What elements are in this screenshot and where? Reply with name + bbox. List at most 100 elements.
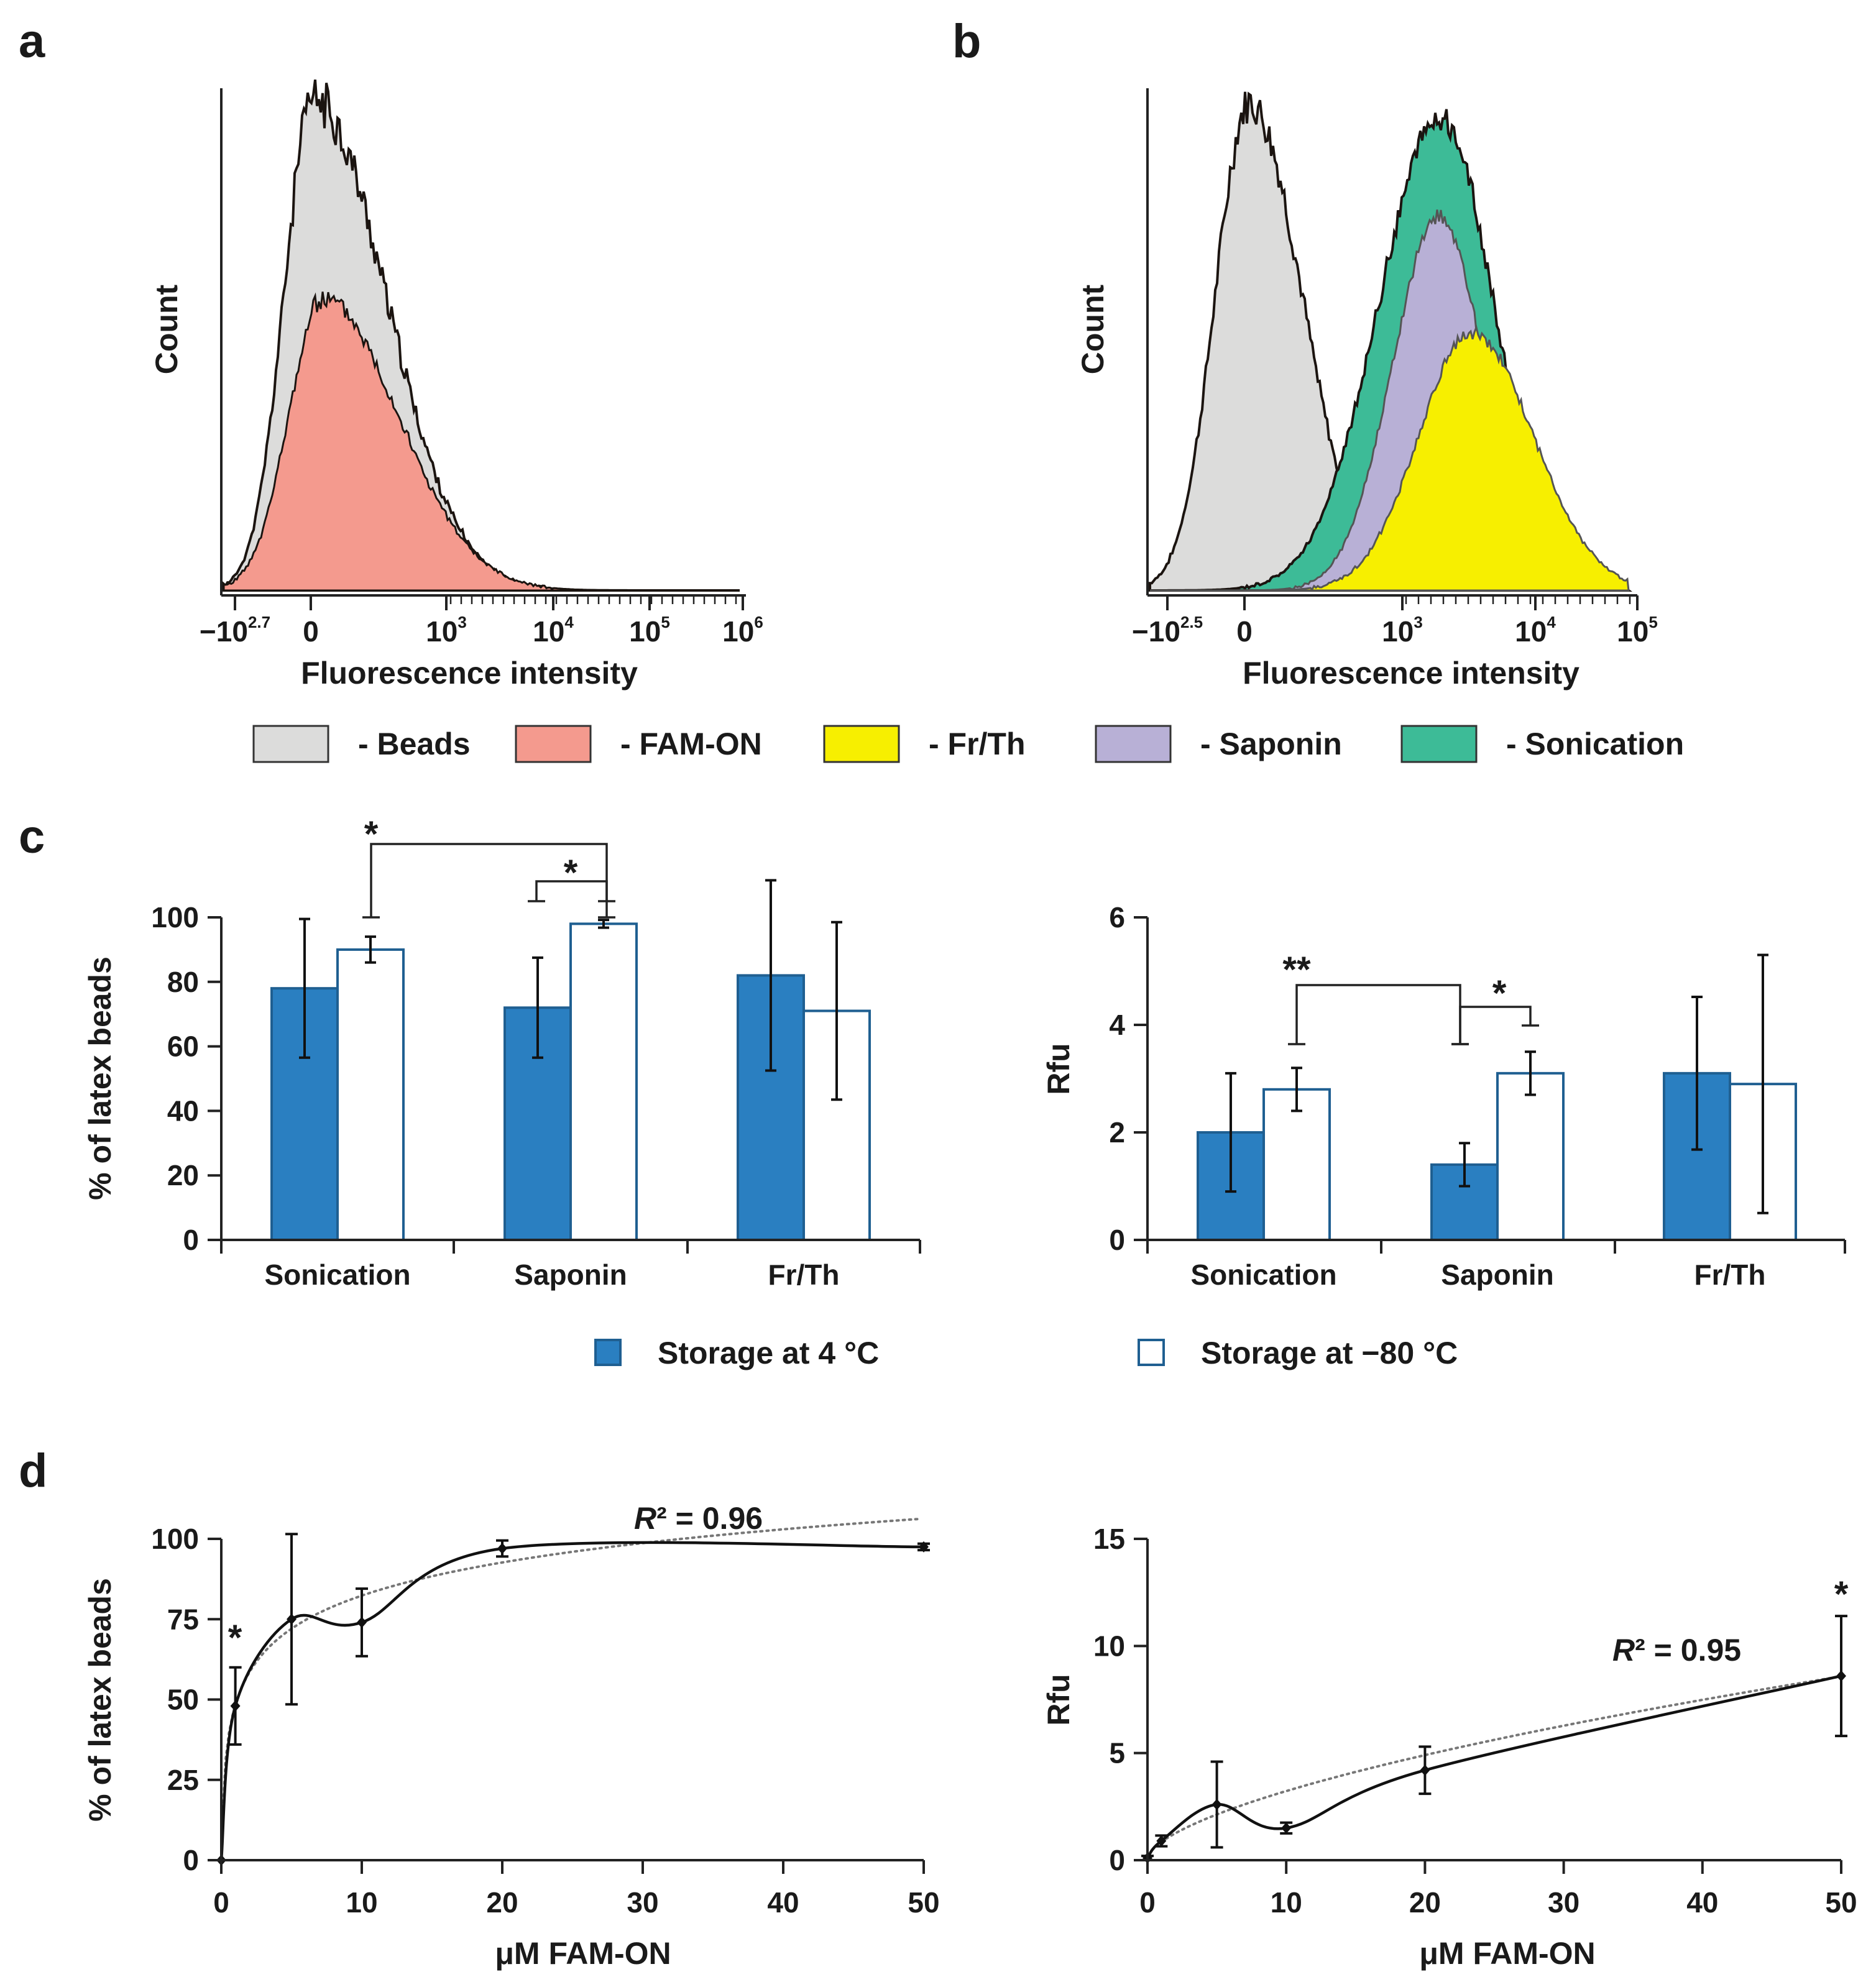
data-point [1156,1835,1167,1847]
legend-swatch [1138,1339,1165,1366]
error-bar [532,956,543,1059]
tick-base: 10 [1515,615,1547,648]
histogram-b-x-tick-label: 104 [1515,613,1556,648]
line-chart-d-left: * 0 10 20 30 40 50 0 25 50 75 100 % of latex beads… [83,1501,940,1971]
y-tick-label: 100 [151,901,199,934]
x-tick-label: 30 [1548,1886,1579,1919]
histogram-a-x-ticks: −102.7 0 103 104 105 106 [200,595,763,648]
data-point [1836,1670,1846,1682]
y-tick-label: 20 [167,1159,199,1191]
panel-label-a: a [19,15,45,68]
fit-line [1147,1676,1840,1857]
data-point [1420,1764,1430,1776]
x-tick-label: Sonication [264,1259,410,1291]
x-tick-label: 40 [767,1886,799,1919]
x-tick-label: 10 [346,1886,377,1919]
y-tick-label: 60 [167,1030,199,1063]
y-tick-label: 40 [167,1094,199,1127]
histogram-a-y-label: Count [149,284,184,374]
legend-label: - Beads [358,727,471,761]
data-point [287,1613,297,1625]
histogram-a-x-tick-label: 103 [426,613,467,648]
legend-swatch [252,725,329,763]
x-tick-label: 50 [908,1886,939,1919]
tick-base: 0 [303,615,319,648]
line-chart-d-left-ticks: 0 10 20 30 40 50 0 25 50 75 100 [151,1523,939,1919]
data-point [919,1541,929,1553]
line-chart-d-left-x-label: μM FAM-ON [495,1936,671,1971]
significance-bracket [528,880,615,902]
line-chart-d-right-y-label: Rfu [1041,1674,1076,1725]
panel-label-d: d [19,1444,47,1497]
significance-bracket [1451,1006,1539,1045]
tick-exponent: 4 [564,613,574,631]
histogram-a-x-tick-label: −102.7 [200,613,270,648]
r2-symbol: R [634,1501,656,1536]
y-tick-label: 100 [151,1523,199,1555]
tick-exponent: 5 [661,613,669,631]
error-bar [765,879,776,1072]
tick-base: 0 [1236,615,1253,648]
bar-chart-c-left-bars: ** [270,814,871,1242]
significance-star: * [228,1618,242,1658]
histogram-a-x-tick-label: 105 [629,613,670,648]
error-bar [1691,996,1703,1151]
legend-label: - FAM-ON [620,727,762,761]
histogram-b-x-tick-label: 103 [1382,613,1423,648]
tick-base: 10 [426,615,458,648]
x-tick-label: Saponin [1441,1259,1553,1291]
line-chart-d-right-ticks: 0 10 20 30 40 50 0 5 10 15 [1093,1523,1857,1919]
bar [336,948,405,1242]
y-tick-label: 0 [1109,1844,1125,1876]
bar [1496,1071,1565,1241]
tick-base: 10 [629,615,661,648]
r2-value: ² = 0.96 [656,1501,763,1536]
tick-base: −10 [200,615,248,648]
line-chart-d-right-plot: * [1141,1574,1849,1864]
legend-swatch [515,725,592,763]
y-tick-label: 4 [1109,1009,1125,1041]
tick-base: 10 [533,615,564,648]
error-bar [1225,1071,1236,1193]
x-tick-label: 0 [213,1886,229,1919]
histogram-a-series-fam-on [223,291,740,592]
y-tick-label: 2 [1109,1116,1125,1149]
legend-swatch [1095,725,1172,763]
histogram-b: −102.5 0 103 104 105 Count Fluorescence inte… [1075,88,1658,690]
significance-bracket [1288,984,1469,1045]
error-bar [1525,1050,1536,1096]
panel-label-c: c [19,810,45,863]
data-point [357,1617,367,1628]
bar-chart-c-left-y-label: % of latex beads [83,957,117,1200]
bar-chart-c-right-y-label: Rfu [1041,1043,1076,1094]
legend-swatch [823,725,900,763]
data-line [1146,1674,1842,1859]
x-tick-label: 0 [1139,1886,1156,1919]
tick-base: 10 [1617,615,1648,648]
error-bar [1291,1067,1302,1113]
tick-exponent: 3 [458,613,466,631]
data-point [1281,1822,1292,1834]
histogram-a-x-tick-label: 106 [722,613,763,648]
x-tick-label: 20 [486,1886,518,1919]
tick-exponent: 2.5 [1180,613,1203,631]
x-tick-label: Fr/Th [768,1259,840,1291]
y-tick-label: 6 [1109,901,1125,934]
x-tick-label: 10 [1271,1886,1302,1919]
legend-label: - Fr/Th [929,727,1026,761]
line-chart-d-right-x-label: μM FAM-ON [1419,1936,1595,1971]
histogram-b-x-label: Fluorescence intensity [1243,656,1579,690]
legend-histograms: - Beads - FAM-ON - Fr/Th - Saponin - Sonicat… [252,725,1684,763]
significance-star: ** [1282,950,1311,990]
histogram-a-x-tick-label: 0 [303,615,319,648]
y-tick-label: 0 [183,1224,199,1256]
histogram-a-series [223,79,740,592]
r2-symbol: R [1612,1633,1635,1668]
bar [1262,1088,1331,1242]
significance-star: * [564,853,578,893]
legend-storage: Storage at 4 °C Storage at −80 °C [594,1336,1458,1370]
error-bar [1757,953,1768,1214]
histogram-b-x-tick-label: −102.5 [1132,613,1203,648]
significance-star: * [1492,973,1507,1014]
